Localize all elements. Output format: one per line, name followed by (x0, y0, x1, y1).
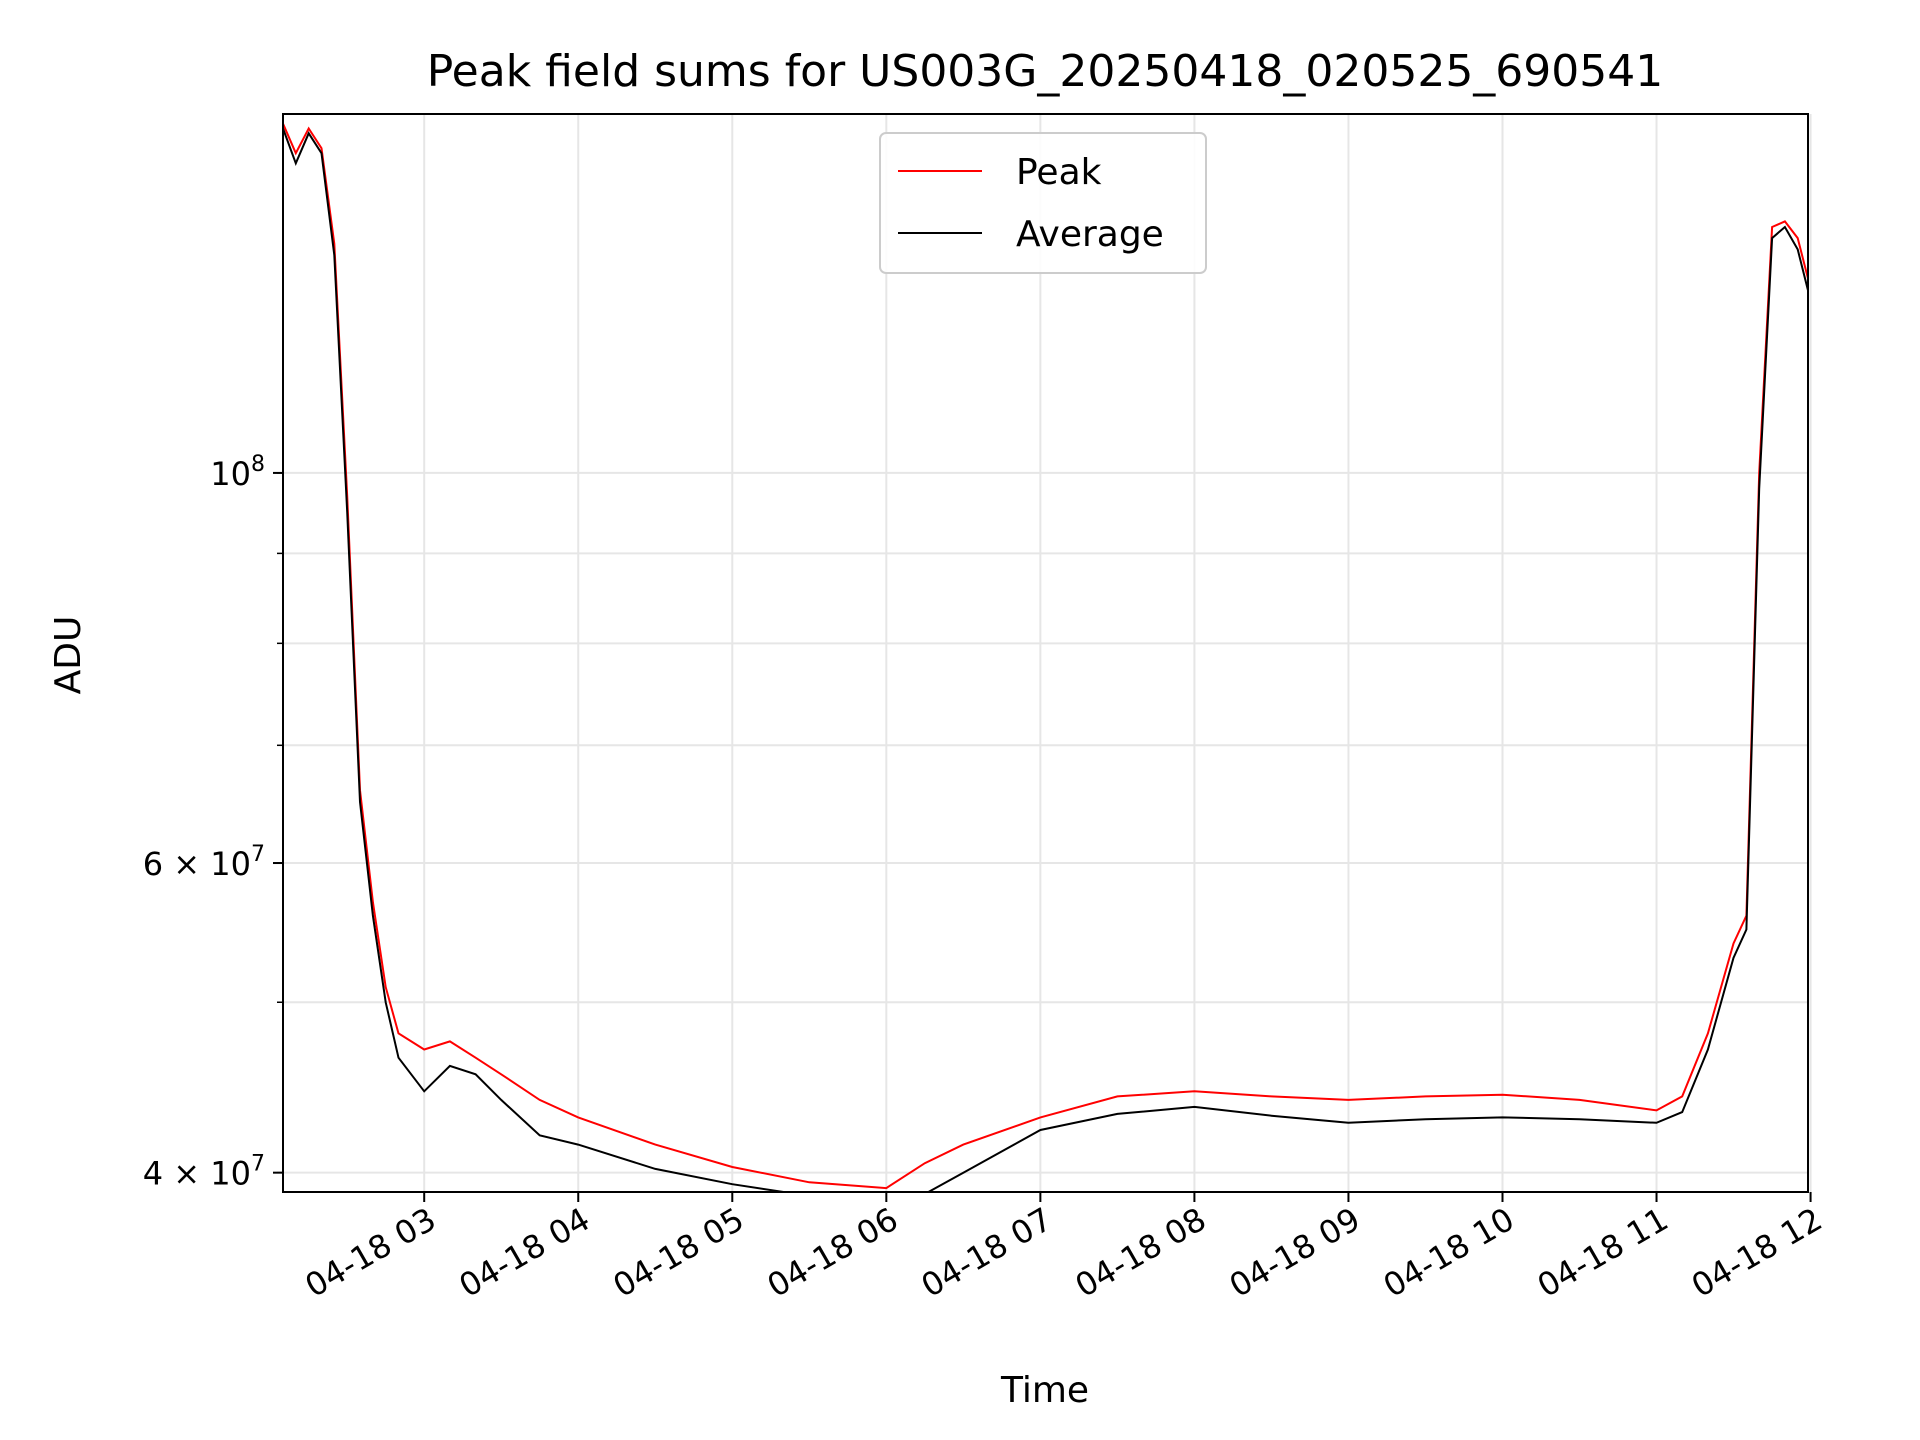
y-tick-label: 108 (210, 452, 265, 493)
legend-label-peak: Peak (1016, 152, 1102, 193)
chart-title: Peak field sums for US003G_20250418_0205… (427, 46, 1664, 97)
plot-frame (282, 113, 1809, 1193)
x-axis-label: Time (1000, 1370, 1089, 1411)
y-axis-label: ADU (48, 616, 89, 695)
series-lines (283, 123, 1808, 1192)
series-line-average (283, 128, 1808, 1192)
legend: Peak Average (879, 132, 1207, 274)
legend-box (879, 132, 1207, 274)
legend-label-average: Average (1016, 214, 1164, 255)
y-tick-label: 6 × 107 (143, 842, 265, 883)
series-line-peak (283, 123, 1808, 1190)
y-tick-label: 4 × 107 (143, 1152, 265, 1193)
grid (283, 114, 1812, 1192)
